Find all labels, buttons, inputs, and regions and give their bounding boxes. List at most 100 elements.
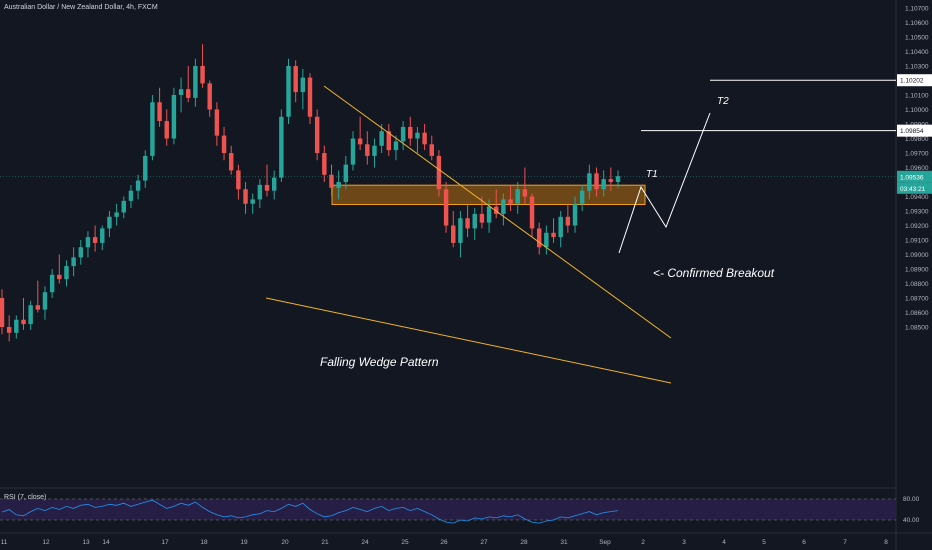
candle-body [293,66,298,93]
candle-body [92,237,98,243]
rsi-lower-label: 40.00 [903,517,920,524]
candle-body [508,199,513,204]
time-tick-label: Sep [599,539,611,546]
time-tick-label: 31 [560,539,568,546]
price-label-t2: 1.10202 [900,78,924,85]
candle-body [307,77,313,117]
price-tick-label: 1.10400 [905,49,929,56]
candle-body [322,153,327,175]
candle-body [365,144,370,156]
candle-body [386,131,392,151]
price-label-t1: 1.09854 [900,128,924,135]
time-axis[interactable]: 11 12 13 14 17 18 19 20 21 24 25 26 27 28 31 Sep 2 3 4 5 6 7 8 [1,539,889,546]
rsi-band [0,499,896,520]
candle-body [536,228,542,248]
candle-body [429,144,434,156]
price-label-current-countdown: 03:43:21 [900,186,926,193]
price-tick-label: 1.09200 [905,223,929,230]
candle-body [271,177,277,191]
candle-body [458,218,463,243]
time-tick-label: 21 [321,539,329,546]
price-tick-label: 1.09100 [905,238,929,245]
time-tick-label: 13 [82,539,90,546]
candle-body [85,237,91,248]
candle-body [214,109,220,136]
candle-body [193,66,198,98]
candle-body [21,319,26,325]
price-tick-label: 1.10100 [905,93,929,100]
candle-body [422,132,427,145]
candle-body [157,102,162,122]
candle-body [579,190,585,204]
candle-body [565,216,571,226]
time-tick-label: 5 [762,539,766,546]
candle-body [78,247,84,258]
candle-body [14,319,19,333]
price-tick-label: 1.08500 [905,325,929,332]
price-tick-label: 1.08800 [905,281,929,288]
candle-body [515,189,520,204]
time-tick-label: 19 [240,539,248,546]
candle-body [329,174,334,188]
time-tick-label: 14 [102,539,110,546]
time-tick-label: 20 [281,539,289,546]
wedge-lower-line [265,297,672,384]
candle-body [479,213,485,223]
candle-body [286,66,291,117]
rsi-pane: 80.00 40.00 [0,496,920,524]
rsi-line [1,499,619,524]
drawing-overlay: Falling Wedge Pattern <- Confirmed Breako… [0,79,896,384]
price-tick-label: 1.09400 [905,194,929,201]
candle-body [107,216,112,229]
time-tick-label: 3 [682,539,686,546]
candle-body [587,173,592,191]
candle-body [243,189,248,204]
candle-body [64,266,69,280]
candle-body [408,126,413,139]
candle-body [186,89,191,98]
candle-body [121,200,126,213]
candle-body [250,199,255,204]
t1-label: T1 [646,169,658,180]
candle-body [494,206,499,214]
candle-body [42,292,48,310]
time-tick-label: 26 [440,539,448,546]
time-tick-label: 11 [1,539,8,546]
price-tick-label: 1.09600 [905,165,929,172]
time-tick-label: 24 [361,539,369,546]
price-tick-label: 1.10700 [905,6,929,13]
candle-body [257,184,263,200]
candle-body [415,132,420,139]
candle-body [529,196,535,229]
candle-body [143,155,148,181]
candle-body [279,116,284,178]
chart-title: Australian Dollar / New Zealand Dollar, … [4,4,158,11]
candle-body [357,138,363,145]
time-tick-label: 17 [161,539,169,546]
candle-body [608,179,614,182]
breakout-zone-layer [331,184,646,206]
candle-body [314,116,320,153]
t2-label: T2 [717,96,729,107]
candle-body [572,203,578,226]
price-label-current: 1.09536 [900,174,924,181]
price-tick-label: 1.08900 [905,267,929,274]
wedge-label: Falling Wedge Pattern [320,355,439,369]
candle-body [443,189,449,226]
rsi-label: RSI (7, close) [4,494,47,501]
time-tick-label: 27 [480,539,488,546]
time-tick-label: 2 [641,539,645,546]
candle-body [350,138,356,165]
time-tick-label: 18 [200,539,208,546]
candle-body [150,102,155,156]
price-tick-label: 1.08600 [905,310,929,317]
price-label-current-extra-bg [897,182,932,194]
candle-body [486,206,492,223]
candle-body [594,173,599,190]
time-tick-label: 8 [884,539,888,546]
price-axis[interactable]: 1.10700 1.10600 1.10500 1.10400 1.10300 1.102… [897,6,932,332]
time-tick-label: 25 [401,539,409,546]
candle-body [544,232,549,248]
price-tick-label: 1.10000 [905,107,929,114]
